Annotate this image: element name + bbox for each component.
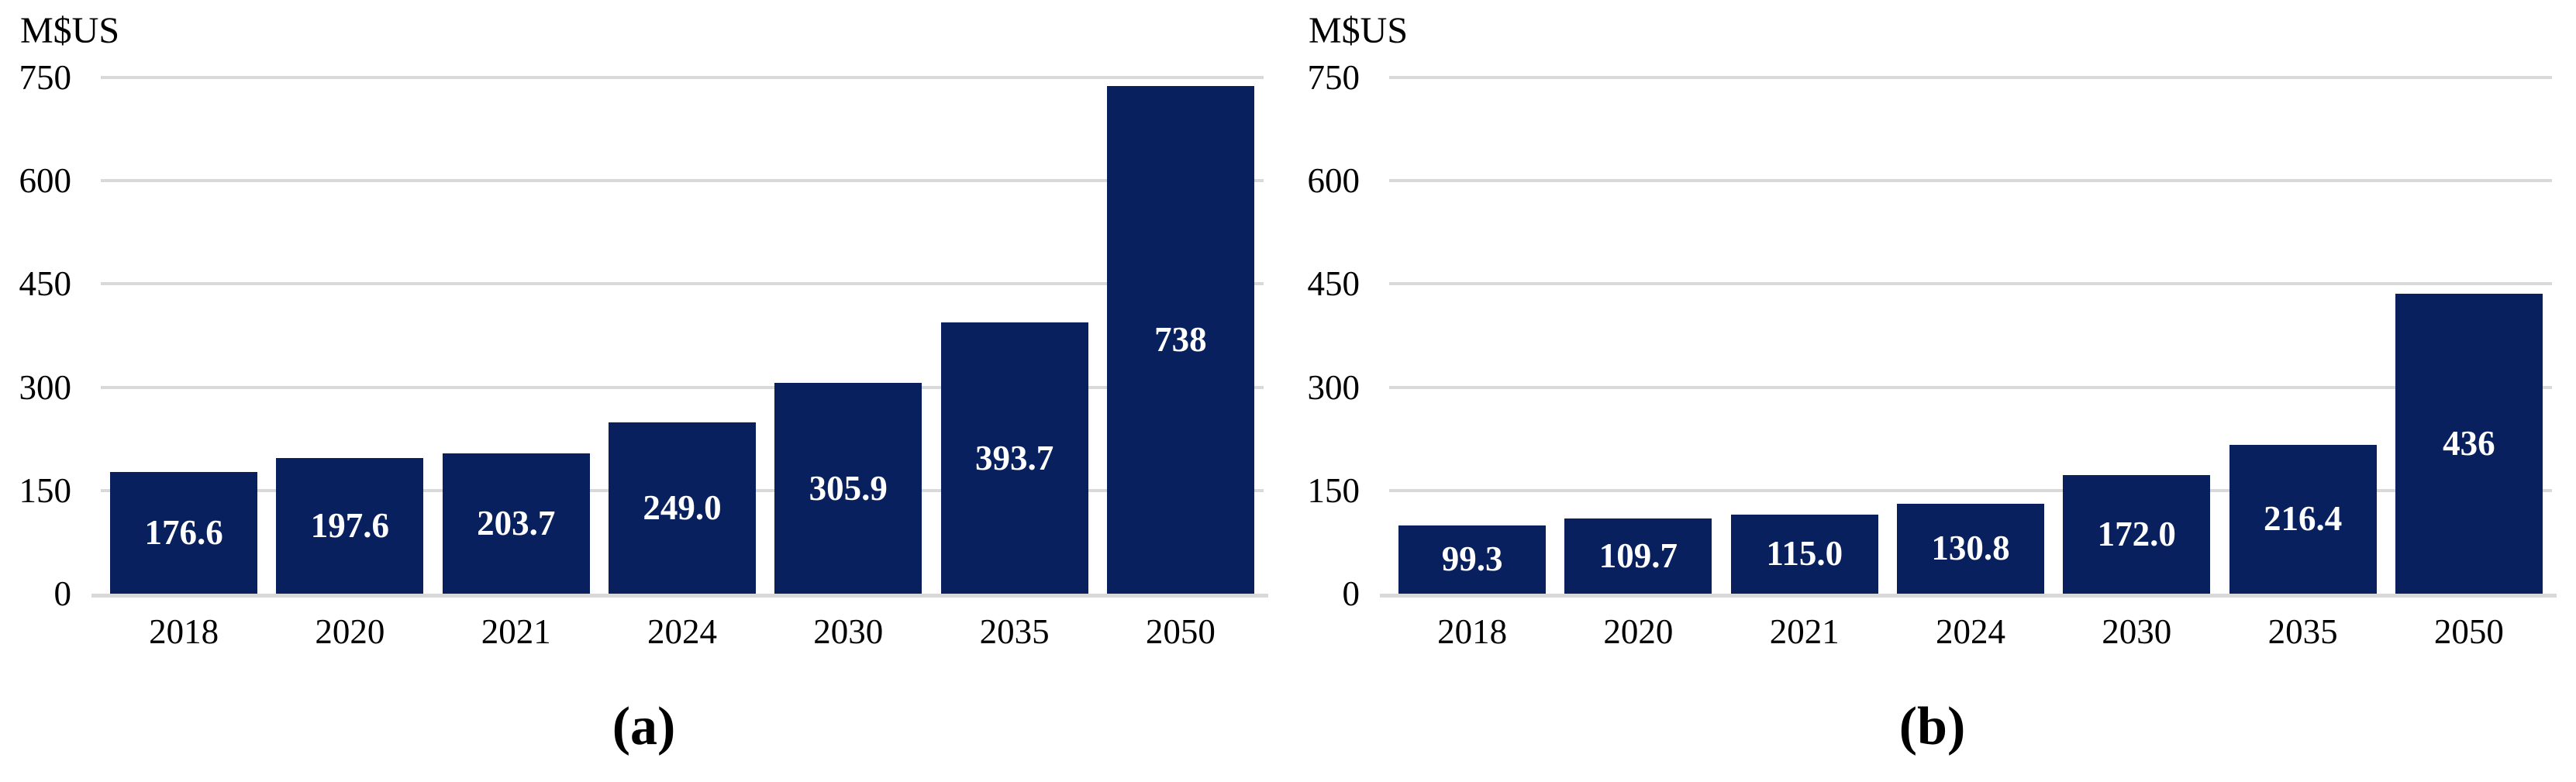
x-tick-label-2018: 2018: [1437, 612, 1508, 651]
bar-value-label-2030: 305.9: [809, 468, 888, 508]
chart-panel-a: M$US 0 150 300 450 600 750 176.6 2018 197.6 2020 2…: [19, 10, 1268, 756]
bar-2018: 176.6: [110, 472, 258, 594]
bar-2024: 130.8: [1897, 503, 2044, 594]
gridline-750: [101, 76, 1264, 79]
y-tick-label-600: 600: [1307, 161, 1360, 201]
x-tick-label-2020: 2020: [1603, 612, 1674, 651]
bar-value-label-2021: 203.7: [477, 504, 556, 543]
gridline-450: [101, 282, 1264, 286]
bar-value-label-2018: 99.3: [1441, 539, 1503, 579]
panel-caption-a: (a): [612, 697, 676, 756]
x-tick-label-2020: 2020: [315, 612, 385, 651]
x-axis-baseline: [1380, 594, 2557, 598]
gridline-750: [1389, 76, 2552, 79]
y-tick-label-150: 150: [1307, 470, 1360, 510]
y-tick-label-300: 300: [1307, 367, 1360, 407]
gridline-600: [101, 179, 1264, 183]
y-axis-unit-label: M$US: [1309, 10, 1409, 51]
x-axis-baseline: [91, 594, 1268, 598]
bar-value-label-2035: 216.4: [2263, 499, 2343, 539]
gridline-150: [1389, 488, 2552, 492]
x-tick-label-2021: 2021: [1769, 612, 1840, 651]
x-tick-label-2030: 2030: [2102, 612, 2172, 651]
bar-value-label-2021: 115.0: [1766, 534, 1843, 574]
bar-2021: 203.7: [442, 453, 590, 594]
x-tick-label-2021: 2021: [481, 612, 551, 651]
gridline-300: [101, 385, 1264, 389]
bar-2030: 172.0: [2063, 475, 2211, 594]
bar-value-label-2030: 172.0: [2097, 515, 2176, 554]
bar-value-label-2050: 738: [1154, 319, 1207, 359]
gridline-300: [1389, 385, 2552, 389]
x-tick-label-2050: 2050: [2433, 612, 2504, 651]
bar-2030: 305.9: [774, 383, 922, 594]
y-tick-label-150: 150: [19, 470, 72, 510]
bar-2035: 393.7: [940, 322, 1088, 594]
x-tick-label-2018: 2018: [149, 612, 219, 651]
bar-2021: 115.0: [1730, 514, 1878, 594]
y-axis-unit-label: M$US: [20, 10, 120, 51]
bar-value-label-2050: 436: [2443, 423, 2495, 463]
x-tick-label-2050: 2050: [1145, 612, 1216, 651]
bar-2050: 738: [1106, 85, 1254, 594]
bar-2020: 197.6: [276, 457, 424, 594]
bar-value-label-2024: 130.8: [1931, 529, 2010, 568]
y-tick-label-750: 750: [19, 58, 72, 97]
bar-2018: 99.3: [1398, 525, 1547, 594]
panel-caption-b: (b): [1898, 697, 1966, 756]
bar-value-label-2020: 197.6: [310, 505, 390, 545]
bar-2050: 436: [2395, 293, 2543, 594]
bar-2035: 216.4: [2229, 444, 2377, 594]
x-tick-label-2035: 2035: [2267, 612, 2338, 651]
gridline-450: [1389, 282, 2552, 286]
bar-2024: 249.0: [609, 422, 756, 594]
bar-value-label-2018: 176.6: [144, 513, 223, 553]
bar-value-label-2024: 249.0: [643, 487, 722, 527]
x-tick-label-2035: 2035: [979, 612, 1050, 651]
y-tick-label-0: 0: [53, 574, 72, 613]
x-tick-label-2024: 2024: [647, 612, 717, 651]
gridline-600: [1389, 179, 2552, 183]
plot-area: 0 150 300 450 600 750 99.3 2018 109.7 2020 115.0 20…: [1308, 60, 2557, 651]
x-tick-label-2024: 2024: [1935, 612, 2005, 651]
y-tick-label-750: 750: [1307, 58, 1360, 97]
x-tick-label-2030: 2030: [813, 612, 884, 651]
y-tick-label-450: 450: [1307, 264, 1360, 304]
bar-value-label-2035: 393.7: [974, 438, 1054, 477]
chart-panel-b: M$US 0 150 300 450 600 750 99.3 2018 109.7 2020 11…: [1288, 0, 2576, 782]
y-tick-label-0: 0: [1342, 574, 1360, 613]
y-tick-label-300: 300: [19, 367, 72, 407]
bar-value-label-2020: 109.7: [1598, 536, 1678, 575]
y-tick-label-450: 450: [19, 264, 72, 304]
bar-2020: 109.7: [1564, 518, 1712, 594]
y-tick-label-600: 600: [19, 161, 72, 201]
plot-area: 0 150 300 450 600 750 176.6 2018 197.6 2020 203.7 2…: [19, 60, 1268, 651]
